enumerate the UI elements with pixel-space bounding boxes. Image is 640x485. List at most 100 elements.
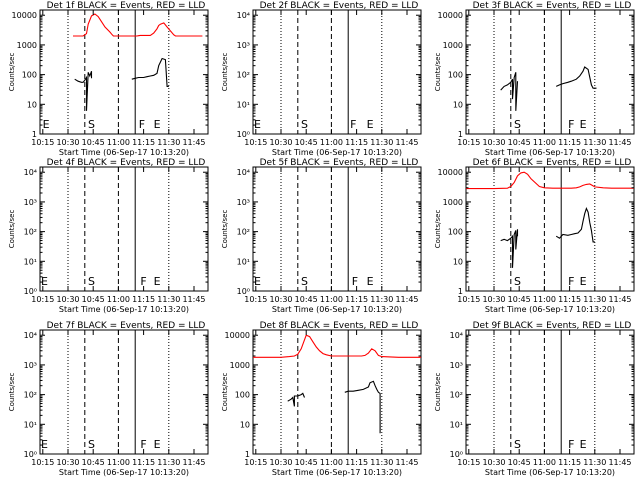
event-marker-E: E (43, 118, 50, 131)
y-tick-label: 10⁰ (24, 287, 37, 296)
y-tick-label: 10⁰ (450, 450, 463, 459)
x-tick-label: 10:30 (482, 138, 505, 147)
y-axis-label: Counts/sec (221, 210, 229, 249)
plot-area (253, 330, 421, 454)
x-tick-label: 10:45 (508, 138, 531, 147)
x-tick-label: 11:00 (533, 295, 556, 304)
y-axis-label: Counts/sec (434, 373, 442, 412)
x-tick-label: 11:30 (370, 295, 393, 304)
plot-area (280, 167, 383, 291)
events-series-line (555, 66, 597, 89)
y-tick-label: 1 (245, 450, 250, 459)
plot-frame (39, 166, 209, 292)
plot-area (67, 10, 203, 134)
x-axis-label: Start Time (06-Sep-17 10:13:20) (59, 468, 189, 477)
y-tick-label: 100 (448, 228, 463, 237)
panel-det-6: Det 6f BLACK = Events, RED = LLD 1 10 100 10… (434, 158, 635, 314)
y-tick-label: 10¹ (450, 420, 463, 429)
x-tick-label: 11:00 (533, 138, 556, 147)
plot-area (67, 167, 170, 291)
y-tick-label: 10¹ (237, 100, 250, 109)
x-tick-label: 11:30 (583, 458, 606, 467)
x-tick-label: 10:15 (31, 458, 54, 467)
x-tick-label: 10:15 (244, 138, 267, 147)
events-series-line (131, 57, 169, 87)
events-series-line (500, 72, 519, 111)
x-tick-label: 11:15 (132, 295, 155, 304)
x-tick-label: 10:15 (457, 138, 480, 147)
x-tick-label: 10:45 (82, 458, 105, 467)
plot-frame (465, 9, 635, 135)
y-tick-label: 10⁰ (237, 287, 250, 296)
x-tick-label: 10:30 (56, 295, 79, 304)
event-marker-E: E (367, 118, 374, 131)
event-marker-E: E (41, 438, 48, 451)
y-tick-label: 1000 (17, 41, 37, 50)
x-tick-label: 10:15 (31, 138, 54, 147)
x-tick-label: 10:30 (269, 295, 292, 304)
y-axis-label: Counts/sec (221, 53, 229, 92)
x-axis-label: Start Time (06-Sep-17 10:13:20) (272, 148, 402, 157)
panel-det-8: Det 8f BLACK = Events, RED = LLD 1 10 100 10… (221, 321, 422, 477)
event-marker-E: E (254, 275, 261, 288)
lld-series-line (253, 334, 421, 358)
x-tick-label: 10:15 (244, 458, 267, 467)
y-tick-label: 10⁴ (24, 168, 37, 177)
panel-title: Det 6f BLACK = Events, RED = LLD (473, 158, 632, 168)
y-tick-label: 10³ (24, 198, 37, 207)
x-tick-label: 10:15 (457, 295, 480, 304)
event-marker-E: E (580, 438, 587, 451)
x-tick-label: 11:15 (345, 138, 368, 147)
y-tick-label: 10² (450, 391, 463, 400)
y-tick-label: 10¹ (24, 257, 37, 266)
panel-title: Det 7f BLACK = Events, RED = LLD (47, 321, 206, 331)
event-marker-S: S (514, 438, 521, 451)
x-tick-label: 11:30 (370, 138, 393, 147)
event-marker-F: F (352, 275, 358, 288)
panel-title: Det 3f BLACK = Events, RED = LLD (473, 1, 632, 11)
x-tick-label: 11:00 (107, 138, 130, 147)
events-series-line (500, 229, 519, 268)
x-tick-label: 11:15 (345, 458, 368, 467)
y-tick-label: 10² (24, 391, 37, 400)
y-tick-label: 1000 (230, 361, 250, 370)
y-tick-label: 10² (237, 228, 250, 237)
x-tick-label: 11:15 (558, 458, 581, 467)
x-axis-label: Start Time (06-Sep-17 10:13:20) (59, 305, 189, 314)
y-tick-label: 10¹ (24, 420, 37, 429)
events-series-line (74, 71, 93, 111)
event-marker-S: S (88, 275, 95, 288)
event-marker-S: S (88, 438, 95, 451)
x-tick-label: 11:30 (157, 458, 180, 467)
y-tick-label: 10000 (438, 168, 463, 177)
event-marker-S: S (301, 275, 308, 288)
plot-area (280, 10, 383, 134)
x-tick-label: 10:45 (82, 138, 105, 147)
panel-det-2: Det 2f BLACK = Events, RED = LLD 10⁰ 10¹ 10… (221, 1, 422, 157)
lld-series-line (73, 13, 203, 37)
event-marker-F: F (139, 118, 145, 131)
event-marker-E: E (367, 275, 374, 288)
y-axis-label: Counts/sec (221, 373, 229, 412)
x-axis-label: Start Time (06-Sep-17 10:13:20) (272, 468, 402, 477)
plot-area (67, 330, 170, 454)
plot-area (493, 10, 597, 134)
event-marker-E: E (154, 275, 161, 288)
y-tick-label: 100 (22, 71, 37, 80)
event-marker-S: S (514, 275, 521, 288)
y-axis-label: Counts/sec (8, 373, 16, 412)
x-tick-label: 10:45 (295, 138, 318, 147)
y-tick-label: 10⁴ (237, 168, 250, 177)
x-tick-label: 10:45 (295, 295, 318, 304)
x-tick-label: 11:15 (558, 138, 581, 147)
x-tick-label: 10:30 (269, 138, 292, 147)
panel-det-1: Det 1f BLACK = Events, RED = LLD 1 10 100 10… (8, 1, 209, 157)
y-tick-label: 1 (458, 287, 463, 296)
y-tick-label: 10¹ (237, 257, 250, 266)
plot-frame (252, 329, 422, 455)
y-tick-label: 10 (240, 420, 250, 429)
event-marker-F: F (140, 438, 146, 451)
event-marker-F: F (350, 118, 356, 131)
event-marker-E: E (580, 118, 587, 131)
